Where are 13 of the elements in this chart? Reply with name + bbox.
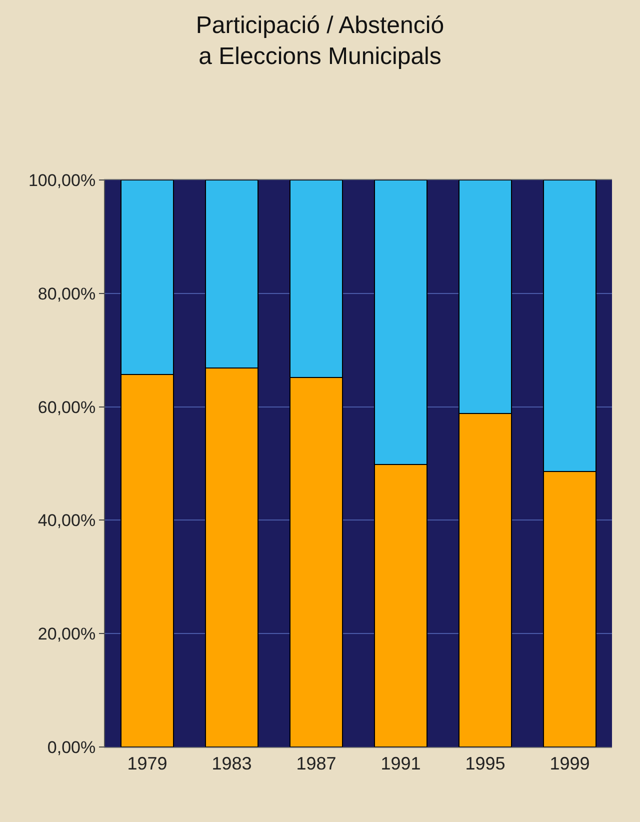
x-tick-label: 1983 — [212, 754, 252, 774]
x-tick-label: 1991 — [380, 754, 421, 774]
y-tick-label: 100,00% — [28, 170, 96, 190]
chart-title: Participació / Abstenció a Eleccions Municipals — [196, 12, 444, 70]
x-tick-label: 1995 — [465, 754, 506, 774]
y-tick-label: 0,00% — [47, 738, 96, 757]
y-tick-label: 40,00% — [38, 511, 96, 530]
y-tick-label: 60,00% — [38, 398, 96, 417]
y-tick-label: 80,00% — [38, 284, 96, 304]
x-tick-label: 1999 — [550, 754, 590, 774]
y-tick-label: 20,00% — [38, 624, 96, 644]
x-tick-label: 1987 — [296, 754, 336, 774]
x-tick-label: 1979 — [127, 754, 168, 774]
